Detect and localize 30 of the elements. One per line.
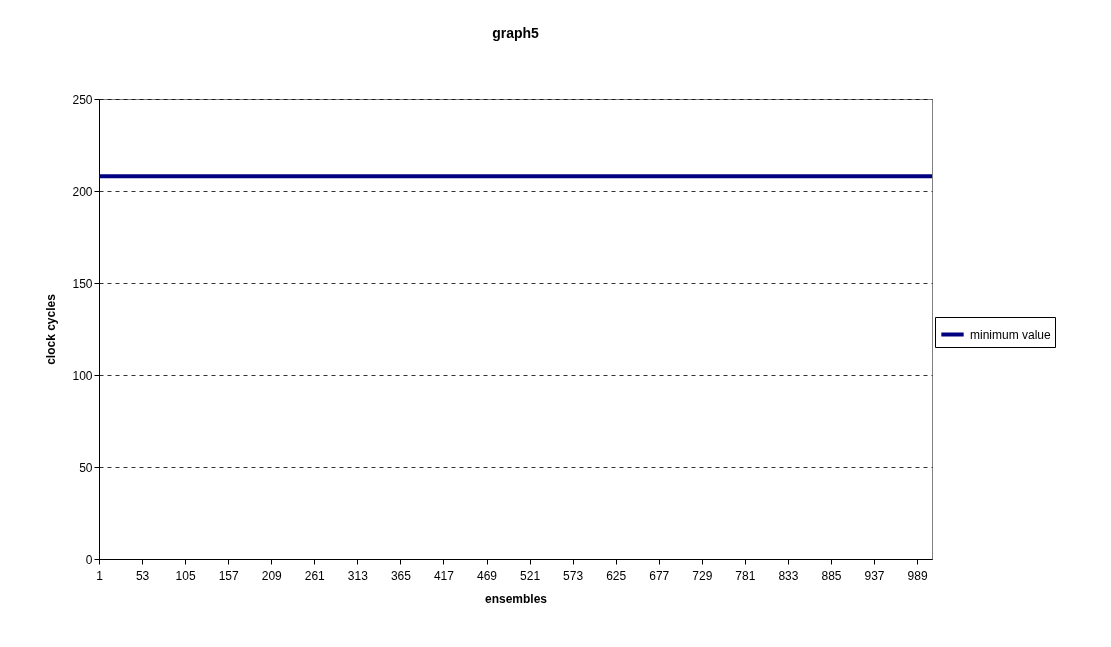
x-tick-label: 729: [692, 568, 713, 583]
x-tick-label: 313: [347, 568, 369, 583]
x-tick-label: 937: [864, 568, 885, 583]
y-axis-title: clock cycles: [44, 293, 59, 365]
x-tick-label: 53: [135, 568, 150, 583]
x-tick-label: 1: [96, 568, 104, 583]
x-tick-label: 781: [735, 568, 756, 583]
x-tick-label: 989: [907, 568, 928, 583]
x-tick-label: 885: [821, 568, 842, 583]
y-tick-label: 200: [72, 184, 93, 199]
x-tick-label: 261: [304, 568, 326, 583]
x-tick-label: 521: [520, 568, 541, 583]
x-axis-title: ensembles: [484, 591, 548, 606]
y-tick-label: 50: [79, 460, 93, 475]
legend-label: minimum value: [970, 327, 1052, 342]
y-tick-label: 0: [85, 552, 93, 567]
x-tick-label: 469: [477, 568, 498, 583]
x-tick-label: 573: [563, 568, 584, 583]
x-tick-label: 417: [433, 568, 455, 583]
chart-title: graph5: [492, 25, 540, 41]
x-tick-label: 157: [218, 568, 239, 583]
x-tick-label: 209: [261, 568, 283, 583]
x-tick-label: 625: [606, 568, 627, 583]
x-tick-label: 677: [649, 568, 670, 583]
y-tick-label: 150: [72, 276, 93, 291]
y-tick-label: 250: [72, 92, 93, 107]
x-tick-label: 365: [390, 568, 412, 583]
y-tick-label: 100: [72, 368, 93, 383]
x-tick-label: 833: [778, 568, 799, 583]
x-tick-label: 105: [175, 568, 196, 583]
